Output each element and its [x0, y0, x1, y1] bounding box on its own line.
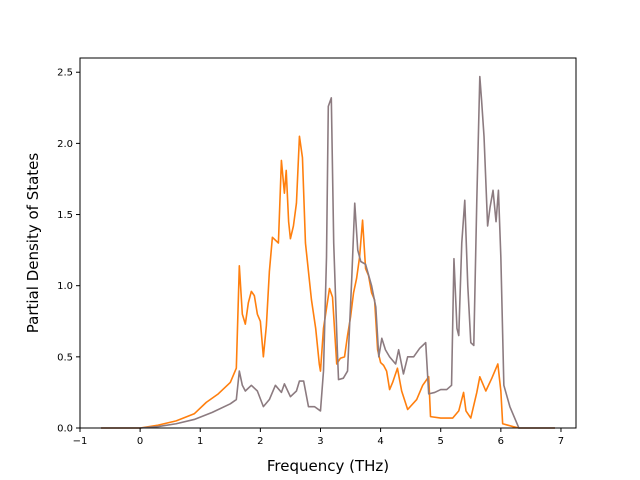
- x-tick-label: 3: [317, 436, 323, 447]
- y-tick-label: 1.5: [57, 210, 73, 221]
- series-line-2: [101, 75, 555, 429]
- x-tick-label: −1: [73, 436, 88, 447]
- y-axis-label: Partial Density of States: [24, 153, 42, 334]
- x-tick-label: 7: [558, 436, 564, 447]
- x-tick-label: 2: [257, 436, 263, 447]
- y-tick-label: 0.5: [57, 352, 73, 363]
- y-tick-label: 0.0: [57, 424, 73, 435]
- series-line-1: [101, 135, 555, 429]
- series-layer: [101, 75, 555, 429]
- x-tick-label: 4: [377, 436, 383, 447]
- plot-frame: [79, 57, 577, 429]
- y-tick-label: 1.0: [57, 281, 73, 292]
- y-tick-label: 2.0: [57, 139, 73, 150]
- x-tick-label: 0: [137, 436, 143, 447]
- y-tick-label: 2.5: [57, 68, 73, 79]
- x-axis-label: Frequency (THz): [267, 457, 389, 475]
- x-tick-label: 6: [498, 436, 504, 447]
- x-tick-label: 1: [197, 436, 203, 447]
- x-tick-label: 5: [438, 436, 444, 447]
- x-axis-ticks: −1 0 1 2 3 4 5 6 7: [73, 428, 564, 447]
- y-axis-ticks: 0.0 0.5 1.0 1.5 2.0 2.5: [57, 68, 80, 435]
